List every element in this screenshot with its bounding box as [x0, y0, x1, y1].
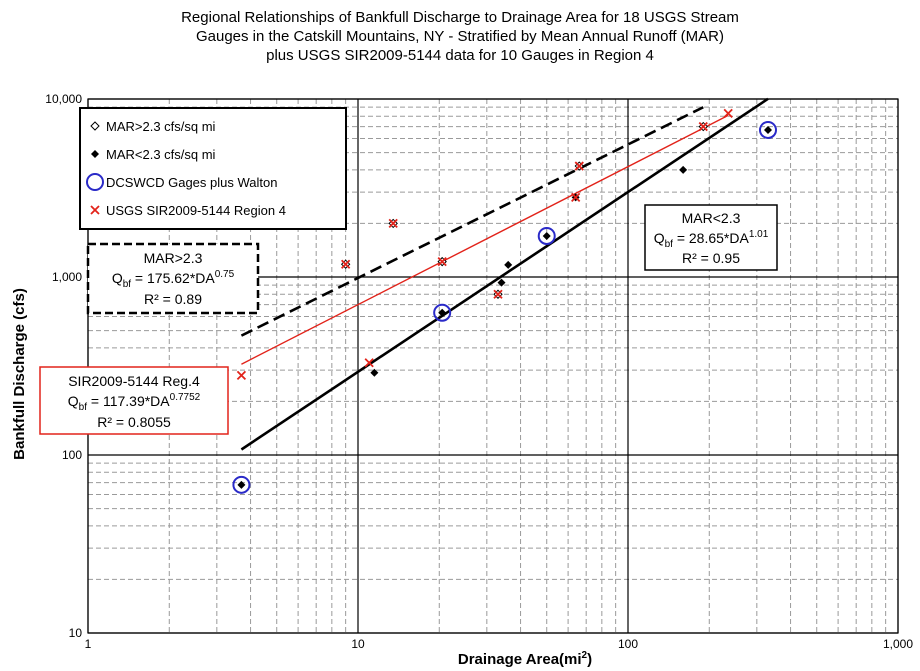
x-tick-label: 1	[85, 637, 92, 651]
data-point-blue-circle	[433, 303, 452, 322]
chart-title-line-2: Gauges in the Catskill Mountains, NY - S…	[196, 28, 724, 45]
trendline	[241, 114, 729, 365]
data-point-filled-diamond	[542, 231, 551, 240]
x-axis-label-text: Drainage Area(mi	[458, 651, 582, 668]
data-point-red-x	[574, 161, 584, 171]
x-axis-label: Drainage Area(mi2)	[458, 650, 592, 668]
data-point-blue-circle	[537, 226, 556, 245]
legend: MAR>2.3 cfs/sq mi MAR<2.3 cfs/sq mi DCSWCD…	[79, 107, 347, 230]
sir-equation: Qbf = 117.39*DA0.7752	[68, 392, 201, 413]
mar-low-equation: Qbf = 28.65*DA1.01	[654, 229, 769, 250]
sir-heading: SIR2009-5144 Reg.4	[68, 373, 200, 389]
y-tick-label: 1,000	[52, 270, 82, 284]
sir-r2: R² = 0.8055	[97, 414, 171, 430]
legend-marker-open-diamond	[90, 121, 100, 131]
mar-high-eq-sub: bf	[123, 279, 132, 290]
mar-low-heading: MAR<2.3	[682, 210, 741, 226]
data-point-red-x	[493, 289, 503, 299]
mar-high-eq-sup: 0.75	[215, 269, 235, 280]
x-tick-label: 1,000	[883, 637, 913, 651]
mar-low-eq-sup: 1.01	[749, 229, 769, 240]
legend-marker-red-x	[90, 205, 100, 215]
data-point-red-x	[571, 192, 581, 203]
legend-entry-label: USGS SIR2009-5144 Region 4	[106, 203, 286, 218]
data-point-red-x	[723, 108, 733, 119]
mar-high-r2: R² = 0.89	[144, 291, 202, 307]
data-point-filled-diamond	[504, 260, 513, 269]
sir-eq-sup: 0.7752	[170, 392, 201, 403]
y-axis-ticks: 10 100 1,000 10,000	[45, 92, 82, 640]
data-point-blue-circle	[232, 475, 251, 494]
mar-high-box-border	[86, 242, 260, 315]
sir-equation-box: SIR2009-5144 Reg.4 Qbf = 117.39*DA0.7752…	[39, 366, 229, 435]
mar-low-equation-box: MAR<2.3 Qbf = 28.65*DA1.01 R² = 0.95	[644, 204, 778, 271]
mar-high-heading: MAR>2.3	[144, 250, 203, 266]
data-point-filled-diamond	[438, 308, 447, 317]
x-tick-label: 100	[618, 637, 638, 651]
y-tick-label: 100	[62, 448, 82, 462]
data-point-red-x	[236, 370, 247, 381]
data-point-red-x	[364, 358, 374, 368]
sir-box-border	[39, 366, 229, 435]
data-point-blue-circle	[758, 120, 777, 139]
trendlines	[240, 97, 769, 451]
data-point-red-x	[341, 259, 351, 269]
sir-eq-q: Q	[68, 393, 79, 409]
y-tick-label: 10	[69, 626, 83, 640]
chart-title-line-1: Regional Relationships of Bankfull Disch…	[181, 9, 739, 26]
trendline	[240, 106, 704, 337]
y-axis-label: Bankfull Discharge (cfs)	[11, 288, 28, 460]
data-point-filled-diamond	[679, 165, 688, 174]
mar-high-equation: Qbf = 175.62*DA0.75	[112, 269, 235, 290]
x-axis-label-sup: 2	[582, 650, 588, 661]
data-point-red-x	[437, 256, 447, 267]
data-points	[232, 108, 777, 494]
data-point-filled-diamond	[370, 368, 379, 377]
plot-frame	[87, 98, 899, 634]
x-axis-label-end: )	[587, 651, 592, 668]
mar-high-equation-box: MAR>2.3 Qbf = 175.62*DA0.75 R² = 0.89	[86, 242, 260, 315]
chart-title: Regional Relationships of Bankfull Disch…	[181, 9, 739, 64]
data-point-filled-diamond	[237, 480, 246, 489]
legend-entry-label: MAR<2.3 cfs/sq mi	[106, 147, 216, 162]
sir-eq-sub: bf	[79, 402, 88, 413]
data-point-red-x	[698, 121, 708, 132]
mar-low-eq-main: = 28.65*DA	[673, 230, 750, 246]
x-axis-ticks: 1 10 100 1,000	[85, 637, 914, 651]
data-point-filled-diamond	[763, 125, 772, 134]
x-tick-label: 10	[351, 637, 365, 651]
mar-high-eq-q: Q	[112, 270, 123, 286]
mar-low-box-border	[644, 204, 778, 271]
mar-high-eq-main: = 175.62*DA	[131, 270, 215, 286]
trendline	[240, 97, 769, 451]
legend-marker-blue-circle	[86, 173, 104, 191]
legend-marker-filled-diamond	[91, 150, 99, 158]
mar-low-eq-q: Q	[654, 230, 665, 246]
mar-low-eq-sub: bf	[665, 239, 674, 250]
chart-title-line-3: plus USGS SIR2009-5144 data for 10 Gauge…	[266, 47, 654, 64]
legend-entry-label: MAR>2.3 cfs/sq mi	[106, 119, 216, 134]
data-point-filled-diamond	[497, 278, 506, 287]
mar-low-r2: R² = 0.95	[682, 250, 740, 266]
legend-entry-label: DCSWCD Gages plus Walton	[106, 175, 277, 190]
legend-box	[79, 107, 347, 230]
data-point-red-x	[388, 218, 398, 229]
y-tick-label: 10,000	[45, 92, 82, 106]
sir-eq-main: = 117.39*DA	[87, 393, 170, 409]
